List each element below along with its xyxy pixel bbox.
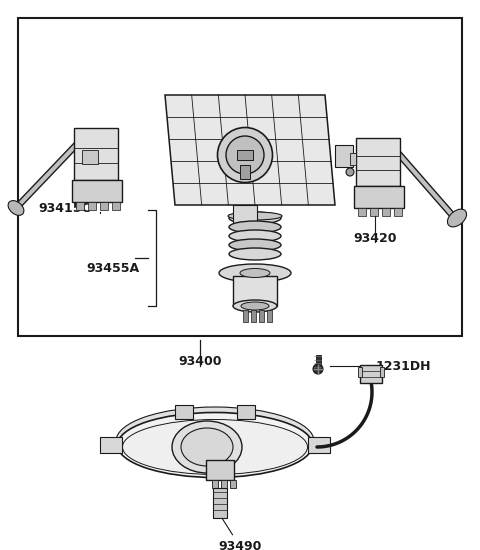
Ellipse shape — [240, 268, 270, 278]
Bar — [18, 18, 462, 336]
Bar — [354, 186, 404, 208]
Ellipse shape — [118, 412, 312, 477]
Bar — [212, 480, 218, 488]
Polygon shape — [165, 95, 335, 205]
Bar — [316, 355, 321, 369]
Ellipse shape — [233, 300, 277, 312]
Bar — [237, 405, 255, 419]
Bar — [221, 480, 227, 488]
Bar — [88, 202, 96, 210]
Bar — [360, 365, 383, 383]
Ellipse shape — [226, 136, 264, 174]
Ellipse shape — [229, 248, 281, 260]
Ellipse shape — [122, 420, 308, 475]
Bar — [82, 150, 98, 164]
Ellipse shape — [229, 239, 281, 251]
Bar — [237, 150, 253, 160]
Text: 93490: 93490 — [218, 518, 262, 550]
Bar — [350, 153, 356, 165]
Bar — [380, 367, 384, 377]
Bar — [308, 437, 330, 453]
Ellipse shape — [228, 212, 282, 220]
Ellipse shape — [241, 302, 269, 310]
Ellipse shape — [447, 209, 467, 227]
Text: 93455A: 93455A — [86, 261, 140, 274]
Ellipse shape — [181, 428, 233, 466]
Ellipse shape — [219, 264, 291, 282]
Bar — [335, 145, 353, 167]
Bar — [259, 310, 264, 322]
Ellipse shape — [8, 201, 24, 216]
Bar — [72, 180, 122, 202]
Bar — [251, 310, 256, 322]
Text: 93415C: 93415C — [39, 202, 91, 215]
Bar — [359, 367, 362, 377]
Bar — [100, 437, 122, 453]
Bar — [394, 208, 402, 216]
Ellipse shape — [229, 230, 281, 242]
Bar — [243, 310, 248, 322]
Bar — [175, 405, 193, 419]
Text: 1231DH: 1231DH — [376, 360, 432, 372]
Bar — [382, 208, 390, 216]
Bar — [213, 488, 227, 518]
Text: 93420: 93420 — [353, 232, 397, 245]
Bar — [112, 202, 120, 210]
Ellipse shape — [116, 407, 314, 475]
Bar — [206, 460, 234, 480]
Bar — [358, 208, 366, 216]
Ellipse shape — [172, 421, 242, 473]
Bar — [74, 128, 118, 180]
Bar — [76, 202, 84, 210]
Bar — [233, 276, 277, 306]
Bar — [240, 165, 250, 179]
Bar — [237, 227, 253, 237]
Bar — [356, 138, 400, 186]
Ellipse shape — [229, 221, 281, 233]
Ellipse shape — [229, 212, 281, 224]
Text: 93400: 93400 — [178, 355, 222, 368]
Bar — [370, 208, 378, 216]
Bar — [100, 202, 108, 210]
Bar — [230, 480, 236, 488]
Ellipse shape — [313, 364, 323, 374]
Ellipse shape — [346, 168, 354, 176]
Ellipse shape — [217, 128, 273, 183]
Bar — [267, 310, 272, 322]
Bar — [233, 205, 257, 227]
